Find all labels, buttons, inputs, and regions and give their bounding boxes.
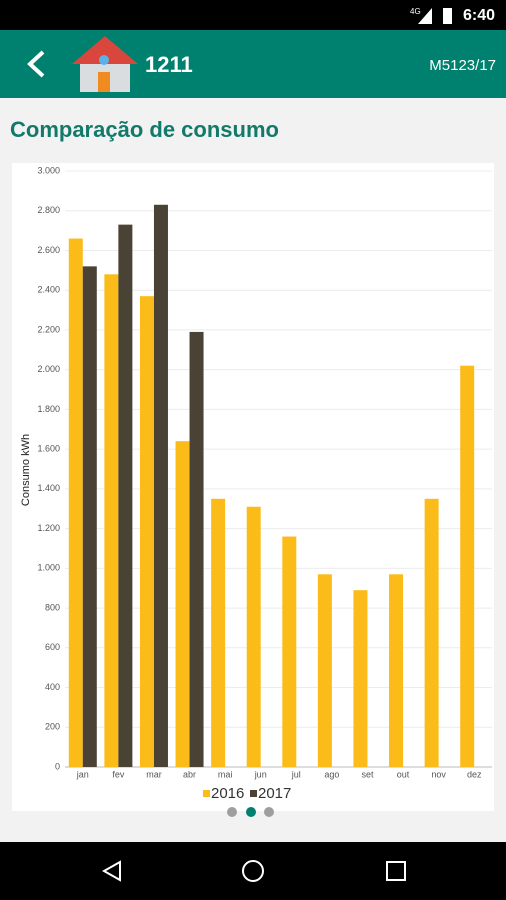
y-tick-label: 2.000 [37,364,60,374]
y-tick-label: 600 [45,642,60,652]
y-tick-label: 2.400 [37,285,60,295]
legend-swatch [250,790,257,797]
header-code: M5123/17 [429,57,496,74]
bar [153,204,168,768]
x-tick-label: out [397,769,410,779]
bar [246,506,261,767]
bar [104,274,119,767]
x-tick-label: ago [324,769,339,779]
bar [211,498,226,767]
bar [82,266,97,767]
nav-back[interactable] [101,860,121,882]
y-tick-label: 1.600 [37,444,60,454]
x-tick-label: nov [431,769,446,779]
x-tick-label: mai [218,769,233,779]
x-tick-label: mar [146,769,162,779]
clock: 6:40 [463,7,495,24]
bar [68,238,83,768]
bar [118,224,133,767]
bar [424,498,439,767]
y-tick-label: 2.600 [37,245,60,255]
status-bar [0,0,506,30]
battery-icon [443,8,452,24]
bar [353,590,368,767]
page-dot[interactable] [264,807,274,817]
x-tick-label: jul [291,769,301,779]
bar [460,365,475,767]
y-tick-label: 0 [55,761,60,771]
y-axis-label: Consumo kWh [20,434,32,506]
y-tick-label: 200 [45,722,60,732]
page-dot-active[interactable] [246,807,256,817]
y-tick-label: 3.000 [37,165,60,175]
bar [139,296,154,767]
x-tick-label: jan [76,769,89,779]
house-icon [72,36,138,92]
y-tick-label: 1.400 [37,483,60,493]
nav-bar [0,842,506,900]
x-tick-label: jun [254,769,267,779]
y-tick-label: 2.200 [37,324,60,334]
y-tick-label: 800 [45,602,60,612]
legend: 2016 2017 [203,785,291,802]
y-tick-label: 1.800 [37,404,60,414]
header-title: 1211 [145,52,193,77]
plot: 0 200 400 600 800 1.000 1.200 1.400 1.600 1.800 2.… [37,165,492,779]
y-tick-label: 400 [45,682,60,692]
legend-label: 2017 [258,785,291,802]
y-tick-label: 1.000 [37,563,60,573]
signal-icon [418,8,432,24]
back-button[interactable] [27,50,45,78]
y-tick-label: 1.200 [37,523,60,533]
legend-swatch [203,790,210,797]
x-tick-label: abr [183,769,196,779]
network: 4G [410,7,421,16]
bar [389,574,404,767]
bar [175,441,190,767]
x-tick-label: dez [467,769,482,779]
bar [282,536,297,767]
x-tick-label: set [361,769,374,779]
nav-home[interactable] [242,860,264,882]
y-tick-label: 2.800 [37,205,60,215]
bar [189,331,204,767]
section-title: Comparação de consumo [10,117,279,142]
legend-label: 2016 [211,785,244,802]
page-dot[interactable] [227,807,237,817]
bar [317,574,332,767]
x-tick-label: fev [112,769,125,779]
nav-recent[interactable] [386,861,406,881]
